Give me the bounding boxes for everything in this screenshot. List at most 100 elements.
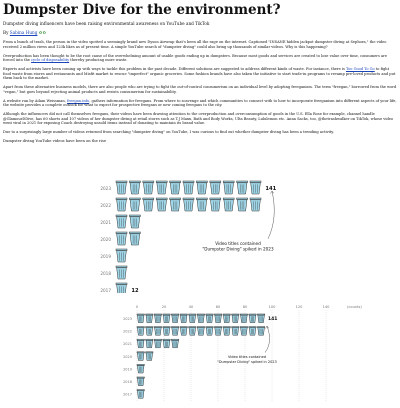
trash-can-icon [239, 326, 248, 336]
trash-can-icon [145, 313, 154, 323]
trash-can-icon [182, 197, 195, 212]
year-label: 2021 [123, 342, 132, 346]
annotation-arrow [267, 190, 275, 239]
trash-can-icon [222, 197, 235, 212]
trash-can-icon [129, 214, 141, 229]
trash-can-icon [205, 313, 214, 323]
annotation-text: "Dumpster Diving" spiked in 2023 [217, 360, 277, 364]
trash-can-icon [115, 214, 128, 229]
year-label: 2021 [100, 220, 111, 225]
inline-link[interactable]: Too Good To Go [346, 67, 375, 71]
trash-can-icon [248, 313, 257, 323]
paragraph: Although the influencers did not call th… [3, 112, 397, 126]
article-body: From a bunch of trash, the person in the… [3, 40, 397, 135]
trash-can-icon [196, 197, 208, 212]
trash-can-icon [188, 313, 197, 323]
trash-can-icon [171, 338, 180, 349]
trash-can-icon [115, 282, 128, 293]
paragraph-text: A website run by Adam Weissman, [3, 98, 68, 103]
inline-link[interactable]: cycle of disposability [31, 58, 70, 62]
article-title: Dumpster Dive for the environment? [3, 2, 281, 18]
trash-can-icon [136, 389, 145, 399]
paragraph-text: to fight food waste from stores and rest… [3, 67, 396, 80]
trash-can-icon [136, 376, 145, 386]
trash-can-icon [145, 338, 154, 349]
trash-can-icon [248, 326, 257, 336]
year-label: 2017 [100, 288, 111, 293]
trash-can-icon [115, 265, 128, 280]
trash-can-icon [115, 197, 128, 212]
year-label: 2022 [123, 330, 132, 334]
trash-can-icon [155, 180, 168, 195]
trash-can-icon [129, 197, 141, 212]
trash-can-icon [205, 326, 214, 336]
year-label: 2023 [123, 317, 132, 321]
trash-can-icon [209, 197, 222, 212]
trash-can-icon [115, 231, 128, 246]
trash-can-icon [196, 326, 205, 336]
trash-can-icon [136, 313, 145, 323]
trash-can-icon [145, 326, 154, 336]
paragraph: A website run by Adam Weissman, freegan.… [3, 99, 397, 108]
trash-can-icon [231, 313, 240, 323]
chart-heading: Dumpster diving YouTube videos have been… [3, 139, 107, 143]
trash-can-icon [162, 313, 171, 323]
year-label: 2018 [100, 271, 111, 276]
annotation-text: Video titles contained [228, 355, 266, 359]
year-label: 2020 [100, 237, 111, 242]
pictogram-chart-1: 2023 141 2022 2021 2020 2019 2018 2017 12 Video t… [100, 180, 277, 293]
paragraph: Due to a surprisingly large number of vi… [3, 130, 397, 135]
byline-prefix: By [3, 30, 9, 35]
paragraph: Apart from these alternative business mo… [3, 85, 397, 94]
trash-can-icon [129, 231, 141, 246]
x-tick-label: 100 [269, 305, 277, 309]
paragraph-text: Overproduction has been thought to be th… [3, 53, 387, 63]
trash-can-icon [214, 313, 223, 323]
trash-can-icon [136, 364, 145, 374]
byline: By Sabina Hung ♻♻ [3, 30, 397, 35]
year-label: 2019 [100, 254, 111, 259]
paragraph-text: , gathers information for freegans. From… [3, 98, 397, 108]
paragraph-text: thereby producing more waste. [69, 58, 128, 62]
trash-can-icon [214, 326, 223, 336]
x-tick-label: 40 [189, 305, 194, 309]
paragraph-text: Experts and activists have been coming u… [3, 67, 347, 71]
annotation-text: "Dumpster Diving" spiked in 2023 [202, 247, 274, 252]
x-unit-label: (counts) [347, 305, 362, 309]
paragraph-text: Due to a surprisingly large number of vi… [3, 130, 334, 134]
annotation-text: Video titles contained [215, 241, 261, 246]
inline-link[interactable]: freegan.info [67, 98, 90, 103]
trash-can-icon [153, 313, 162, 323]
x-tick-label: 60 [216, 305, 221, 309]
trash-can-icon [179, 326, 188, 336]
year-label: 2018 [123, 380, 132, 384]
trash-can-icon [162, 338, 171, 349]
trash-can-icon [153, 338, 162, 349]
trash-can-icon [222, 180, 235, 195]
trash-can-icon [182, 180, 195, 195]
paragraph-text: From a bunch of trash, the person in the… [3, 40, 387, 49]
author-link[interactable]: Sabina Hung [9, 30, 38, 35]
trash-can-icon [129, 180, 141, 195]
paragraph-text: Although the influencers did not call th… [3, 112, 394, 125]
trash-can-icon [196, 180, 208, 195]
trash-can-icon [231, 326, 240, 336]
pictogram-chart-2: 0 20 40 60 80 100 120 140 (counts) 2023 141 2022 202… [123, 305, 362, 403]
trash-can-icon [257, 313, 266, 323]
year-label: 2023 [100, 186, 111, 191]
trash-can-icon [171, 326, 180, 336]
trash-can-icon [239, 313, 248, 323]
trash-can-icon [142, 197, 155, 212]
trash-can-icon [222, 326, 231, 336]
trash-can-icon [162, 326, 171, 336]
year-label: 2022 [100, 203, 111, 208]
year-label: 2017 [123, 393, 132, 397]
trash-can-icon [236, 197, 248, 212]
article-subtitle: Dumpster diving influencers have been ra… [3, 21, 210, 26]
value-label: 141 [265, 186, 276, 192]
trash-can-icon [155, 197, 168, 212]
trash-can-icon [188, 326, 197, 336]
trash-can-icon [236, 180, 248, 195]
annotation-arrowhead [270, 190, 274, 194]
value-label: 12 [131, 288, 139, 293]
